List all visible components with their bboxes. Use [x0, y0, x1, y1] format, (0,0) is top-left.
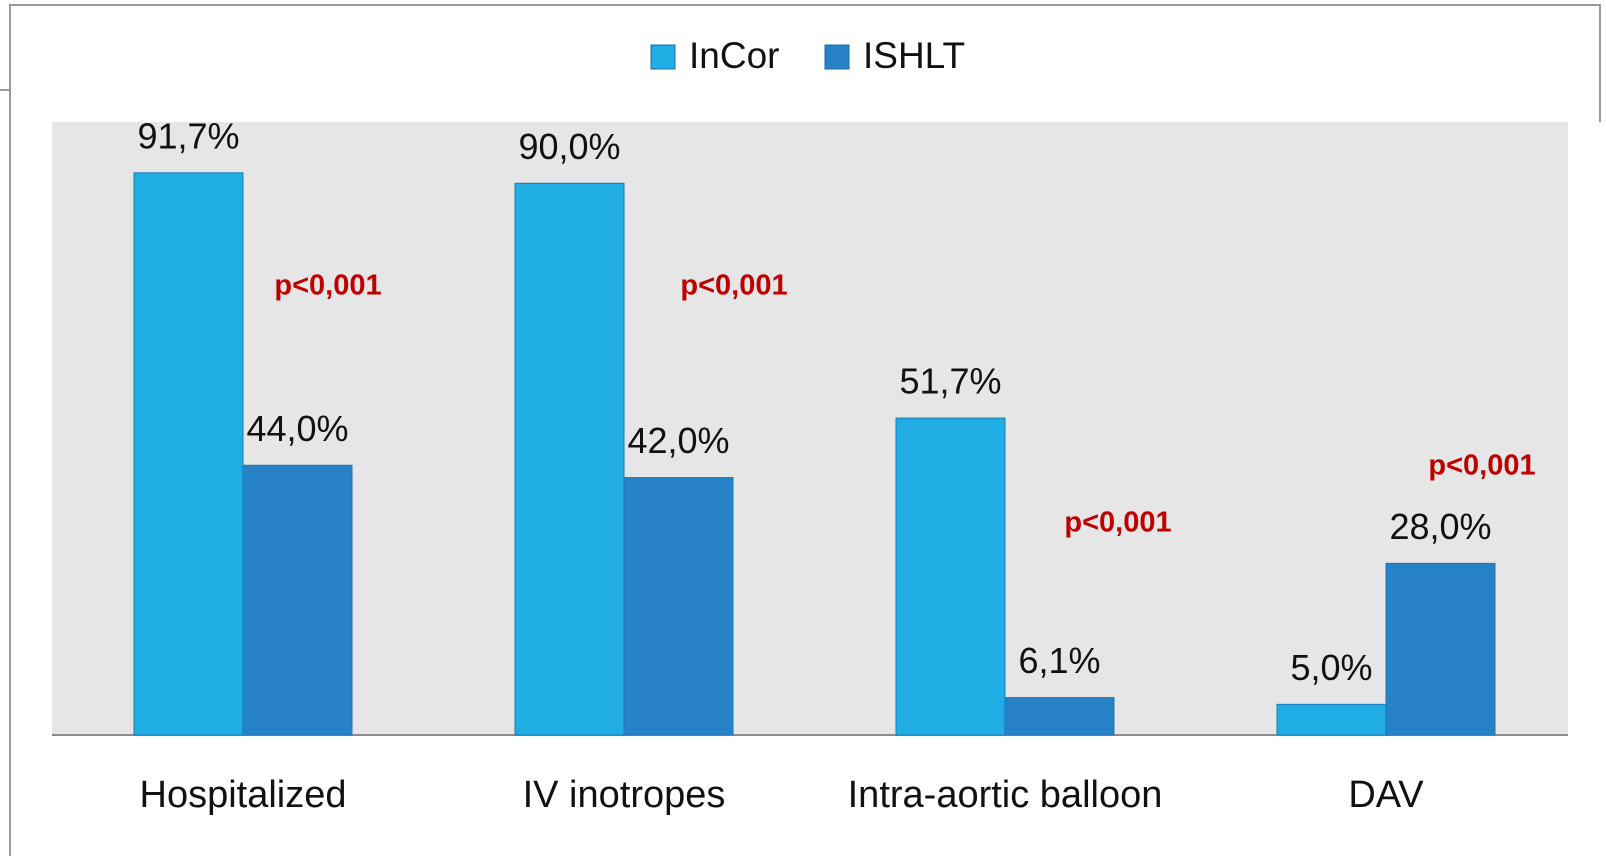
data-label: 90,0% — [518, 126, 620, 167]
legend-swatch — [650, 44, 676, 70]
bar — [895, 417, 1006, 736]
x-tick-label: Hospitalized — [140, 774, 347, 816]
data-label: 42,0% — [627, 420, 729, 461]
data-label: 51,7% — [899, 361, 1001, 402]
p-value: p<0,001 — [680, 270, 787, 302]
bar — [1276, 703, 1387, 736]
p-value: p<0,001 — [274, 270, 381, 302]
x-tick-label: DAV — [1348, 774, 1424, 816]
bar — [242, 464, 353, 736]
bar — [1385, 562, 1496, 736]
data-label: 5,0% — [1290, 647, 1372, 688]
x-tick-label: IV inotropes — [523, 774, 726, 816]
legend-label: ISHLT — [863, 35, 965, 76]
bar — [623, 477, 734, 736]
data-label: 91,7% — [137, 115, 239, 156]
p-value: p<0,001 — [1428, 450, 1535, 482]
x-tick-label: Intra-aortic balloon — [848, 774, 1163, 816]
bar — [1004, 697, 1115, 736]
data-label: 44,0% — [246, 408, 348, 449]
legend-swatch — [824, 44, 850, 70]
bar — [514, 182, 625, 736]
frame — [0, 4, 1601, 856]
p-value: p<0,001 — [1064, 507, 1171, 539]
data-label: 28,0% — [1389, 506, 1491, 547]
bar — [133, 172, 244, 736]
legend-label: InCor — [689, 35, 779, 76]
data-label: 6,1% — [1018, 640, 1100, 681]
